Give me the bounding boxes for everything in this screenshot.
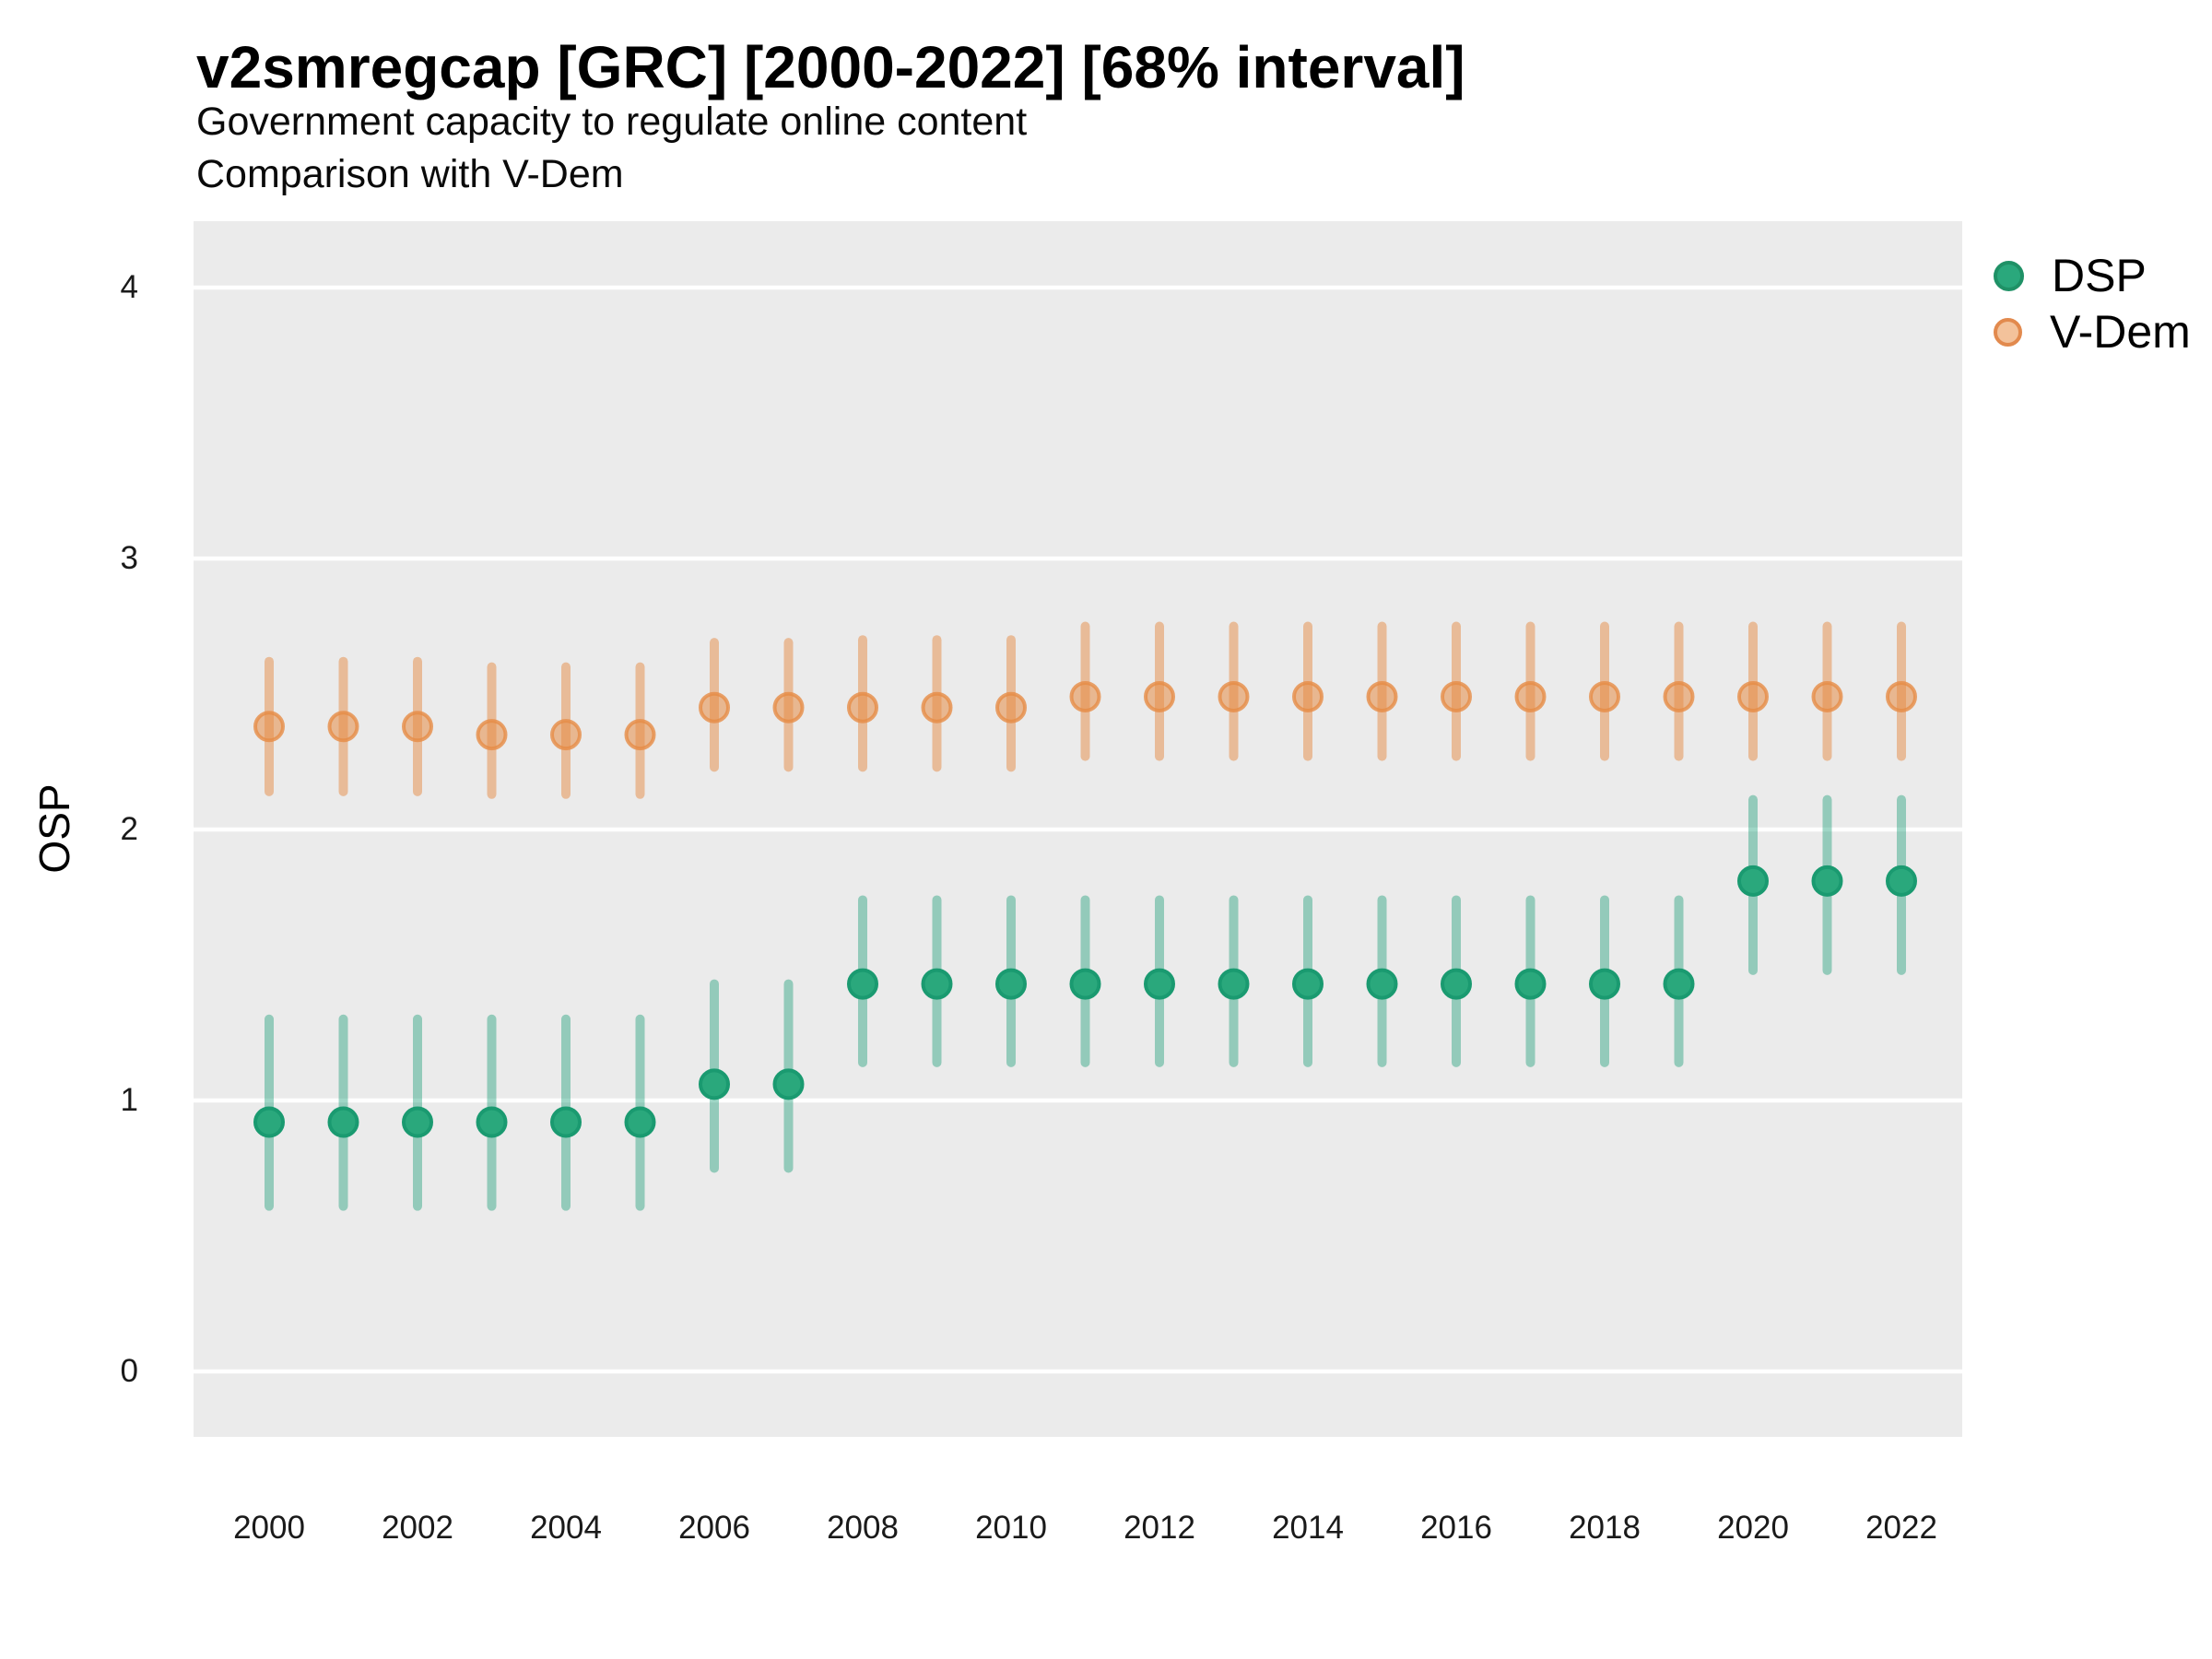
chart-title: v2smregcap [GRC] [2000-2022] [68% interv…: [196, 34, 1465, 100]
dsp-point-2000: [253, 1106, 285, 1138]
v-dem-point-2022: [1886, 680, 1917, 712]
y-tick-label-2: 2: [120, 811, 138, 847]
dsp-point-2021: [1811, 865, 1843, 897]
dsp-point-2003: [476, 1106, 508, 1138]
v-dem-point-2011: [1069, 680, 1101, 712]
y-tick-label-3: 3: [120, 540, 138, 576]
pointrange-plot: [194, 285, 1962, 1374]
x-tick-label-2014: 2014: [1272, 1510, 1344, 1546]
v-dem-point-2020: [1737, 680, 1769, 712]
dsp-point-2020: [1737, 865, 1769, 897]
dsp-point-2019: [1663, 968, 1695, 1000]
x-tick-label-2000: 2000: [233, 1510, 305, 1546]
x-tick-label-2008: 2008: [827, 1510, 899, 1546]
v-dem-point-2010: [995, 691, 1027, 724]
x-tick-label-2020: 2020: [1717, 1510, 1789, 1546]
dsp-point-2002: [402, 1106, 433, 1138]
v-dem-point-2008: [847, 691, 878, 724]
dsp-point-2008: [847, 968, 878, 1000]
x-tick-label-2004: 2004: [530, 1510, 602, 1546]
x-tick-label-2022: 2022: [1865, 1510, 1937, 1546]
x-tick-label-2012: 2012: [1124, 1510, 1195, 1546]
v-dem-point-2000: [253, 711, 285, 743]
legend-marker-dsp-icon: [1994, 260, 2024, 291]
x-tick-label-2018: 2018: [1569, 1510, 1641, 1546]
y-tick-label-4: 4: [120, 269, 138, 305]
dsp-point-2014: [1292, 968, 1324, 1000]
y-tick-label-1: 1: [120, 1082, 138, 1118]
v-dem-point-2004: [550, 719, 582, 751]
legend-item-v-dem: V-Dem: [1994, 305, 2191, 359]
v-dem-point-2015: [1366, 680, 1398, 712]
v-dem-point-2016: [1441, 680, 1472, 712]
dsp-point-2022: [1886, 865, 1917, 897]
dsp-point-2012: [1144, 968, 1175, 1000]
dsp-point-2017: [1514, 968, 1547, 1000]
dsp-point-2009: [921, 968, 953, 1000]
dsp-point-2006: [699, 1068, 730, 1100]
legend-label-dsp: DSP: [2052, 250, 2147, 301]
v-dem-point-2014: [1292, 680, 1324, 712]
chart-subtitle-line1: Government capacity to regulate online c…: [196, 100, 1028, 144]
dsp-point-2011: [1069, 968, 1101, 1000]
v-dem-point-2013: [1218, 680, 1250, 712]
legend-label-v-dem: V-Dem: [2050, 306, 2191, 358]
legend-item-dsp: DSP: [1994, 249, 2147, 302]
v-dem-point-2019: [1663, 680, 1695, 712]
v-dem-point-2021: [1811, 680, 1843, 712]
dsp-point-2018: [1589, 968, 1620, 1000]
x-tick-label-2006: 2006: [678, 1510, 750, 1546]
v-dem-point-2001: [327, 711, 359, 743]
dsp-point-2007: [772, 1068, 805, 1100]
x-tick-label-2016: 2016: [1420, 1510, 1492, 1546]
v-dem-point-2003: [476, 719, 508, 751]
v-dem-point-2005: [624, 719, 656, 751]
y-axis-title: OSP: [30, 783, 78, 874]
dsp-point-2013: [1218, 968, 1250, 1000]
dsp-point-2015: [1366, 968, 1398, 1000]
legend-marker-v-dem-icon: [1994, 317, 2022, 347]
v-dem-point-2006: [699, 691, 730, 724]
v-dem-point-2017: [1514, 680, 1547, 712]
plot-panel: [194, 221, 1962, 1437]
y-tick-label-0: 0: [120, 1353, 138, 1389]
x-tick-label-2010: 2010: [975, 1510, 1047, 1546]
v-dem-point-2007: [772, 691, 805, 724]
x-tick-label-2002: 2002: [382, 1510, 453, 1546]
v-dem-point-2012: [1144, 680, 1175, 712]
dsp-point-2005: [624, 1106, 656, 1138]
dsp-point-2001: [327, 1106, 359, 1138]
dsp-point-2016: [1441, 968, 1472, 1000]
dsp-point-2010: [995, 968, 1027, 1000]
dsp-point-2004: [550, 1106, 582, 1138]
v-dem-point-2018: [1589, 680, 1620, 712]
v-dem-point-2002: [402, 711, 433, 743]
v-dem-point-2009: [921, 691, 953, 724]
chart-subtitle-line2: Comparison with V-Dem: [196, 152, 624, 196]
